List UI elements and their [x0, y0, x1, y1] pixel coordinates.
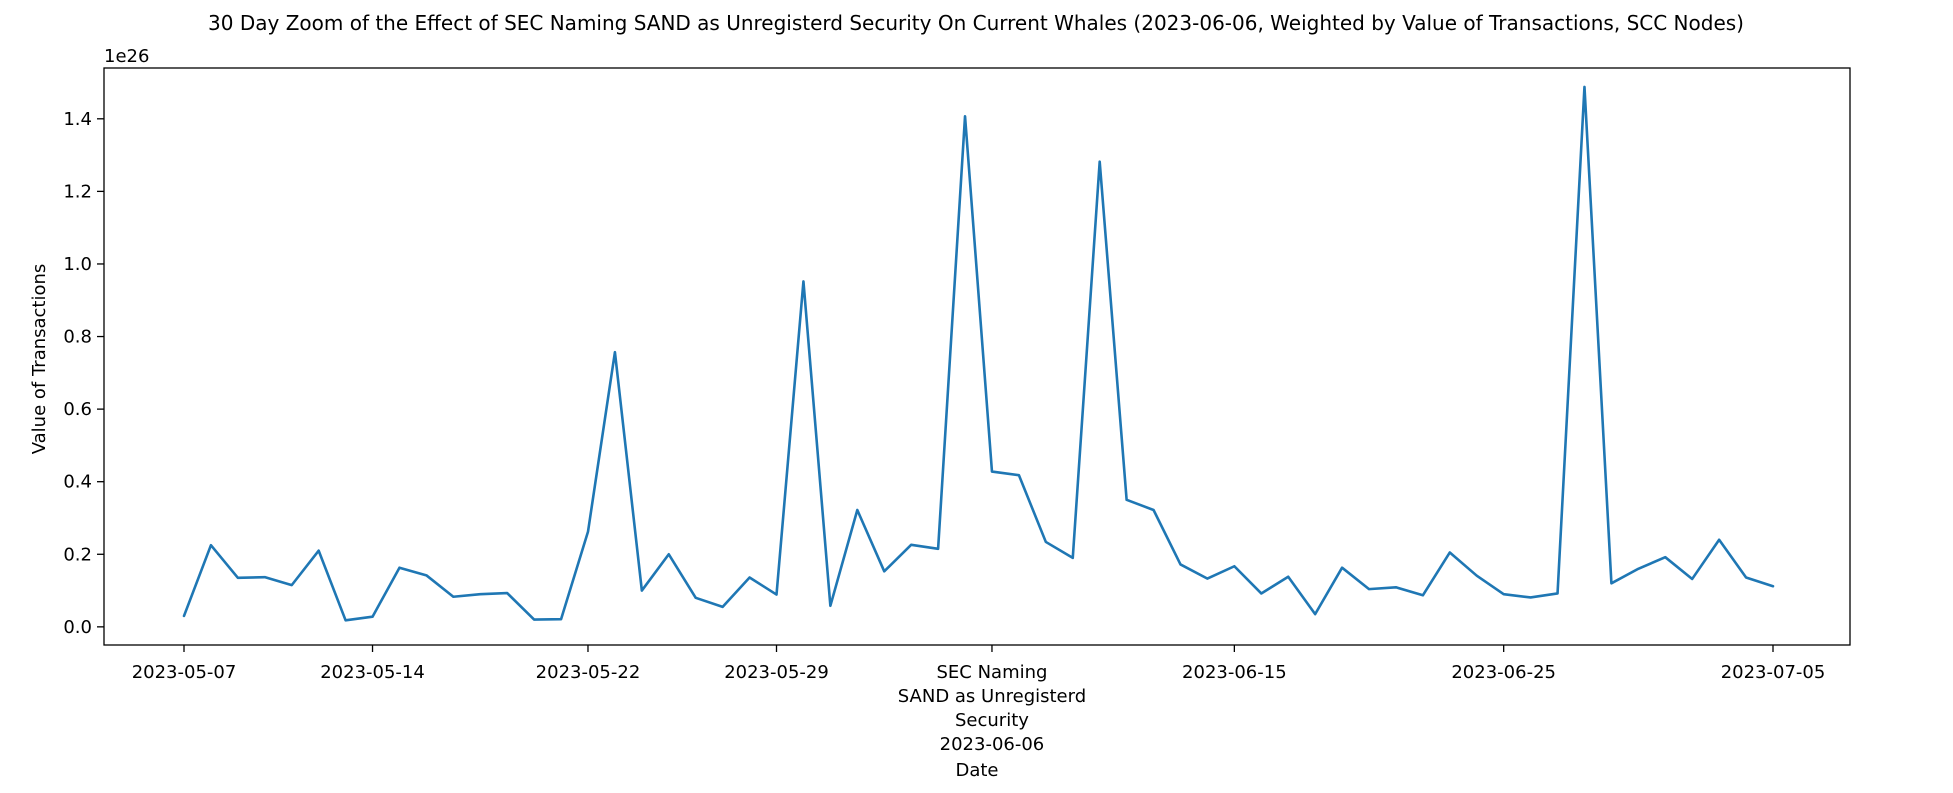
- data-point: [1448, 550, 1452, 554]
- data-point: [1475, 574, 1479, 578]
- data-point: [855, 508, 859, 512]
- data-point: [1017, 473, 1021, 477]
- data-point: [801, 279, 805, 283]
- x-tick-label: SEC Naming SAND as Unregisterd Security 202…: [898, 662, 1086, 755]
- y-offset-label: 1e26: [104, 46, 149, 67]
- data-point: [1394, 585, 1398, 589]
- x-tick-label: 2023-05-29: [724, 662, 829, 683]
- data-points: [182, 85, 1775, 622]
- data-point: [1582, 85, 1586, 89]
- x-tick-label: 2023-05-14: [320, 662, 425, 683]
- data-point: [1690, 577, 1694, 581]
- data-point: [1367, 587, 1371, 591]
- data-point: [1259, 591, 1263, 595]
- data-point: [1178, 562, 1182, 566]
- y-tick-label: 0.0: [63, 617, 92, 638]
- data-point: [505, 591, 509, 595]
- data-point: [1232, 564, 1236, 568]
- y-tick-label: 1.2: [63, 181, 92, 202]
- x-axis-ticks: 2023-05-07 2023-05-14 2023-05-22 2023-05-29…: [132, 645, 1826, 755]
- data-point: [748, 576, 752, 580]
- data-point: [586, 530, 590, 534]
- y-axis-ticks: 0.0 0.2 0.4 0.6 0.8 1.0 1.2 1.4: [63, 109, 104, 638]
- data-point: [559, 617, 563, 621]
- data-point: [1744, 576, 1748, 580]
- data-point: [1340, 566, 1344, 570]
- data-point: [1044, 540, 1048, 544]
- x-tick-label: 2023-07-05: [1721, 662, 1826, 683]
- data-point: [1717, 538, 1721, 542]
- data-point: [882, 569, 886, 573]
- data-point: [909, 543, 913, 547]
- data-point: [721, 605, 725, 609]
- y-axis-label: Value of Transactions: [29, 264, 50, 455]
- data-point: [1125, 498, 1129, 502]
- data-point: [1529, 595, 1533, 599]
- data-point: [963, 114, 967, 118]
- chart-title: 30 Day Zoom of the Effect of SEC Naming …: [208, 11, 1744, 35]
- data-point: [694, 596, 698, 600]
- data-point: [613, 350, 617, 354]
- x-tick-label: 2023-05-22: [536, 662, 641, 683]
- data-point: [1421, 593, 1425, 597]
- data-point: [344, 618, 348, 622]
- data-point: [263, 575, 267, 579]
- y-tick-label: 0.6: [63, 399, 92, 420]
- data-point: [209, 543, 213, 547]
- data-point: [424, 573, 428, 577]
- y-tick-label: 1.0: [63, 254, 92, 275]
- data-point: [1313, 612, 1317, 616]
- data-point: [990, 470, 994, 474]
- data-point: [317, 549, 321, 553]
- x-axis-label: Date: [955, 760, 998, 781]
- data-point: [1636, 567, 1640, 571]
- x-tick-label: 2023-06-15: [1182, 662, 1287, 683]
- data-point: [290, 583, 294, 587]
- data-point: [640, 589, 644, 593]
- data-point: [1502, 592, 1506, 596]
- data-point: [1098, 160, 1102, 164]
- data-point: [936, 547, 940, 551]
- data-point: [667, 552, 671, 556]
- y-tick-label: 0.2: [63, 544, 92, 565]
- data-point: [1152, 508, 1156, 512]
- data-point: [371, 615, 375, 619]
- data-point: [478, 592, 482, 596]
- data-point: [1071, 556, 1075, 560]
- data-point: [1663, 555, 1667, 559]
- x-tick-label: 2023-06-25: [1451, 662, 1556, 683]
- data-point: [1205, 577, 1209, 581]
- series-line: [182, 85, 1775, 622]
- y-tick-label: 0.4: [63, 472, 92, 493]
- data-point: [532, 618, 536, 622]
- data-point: [1609, 581, 1613, 585]
- data-point: [397, 566, 401, 570]
- y-tick-label: 0.8: [63, 327, 92, 348]
- data-point: [1556, 591, 1560, 595]
- data-point: [775, 593, 779, 597]
- data-point: [828, 604, 832, 608]
- data-point: [1286, 575, 1290, 579]
- data-point: [182, 614, 186, 618]
- data-point: [451, 595, 455, 599]
- plot-frame: [103, 67, 1851, 646]
- data-point: [1771, 584, 1775, 588]
- y-tick-label: 1.4: [63, 109, 92, 130]
- data-point: [236, 576, 240, 580]
- x-tick-label: 2023-05-07: [132, 662, 237, 683]
